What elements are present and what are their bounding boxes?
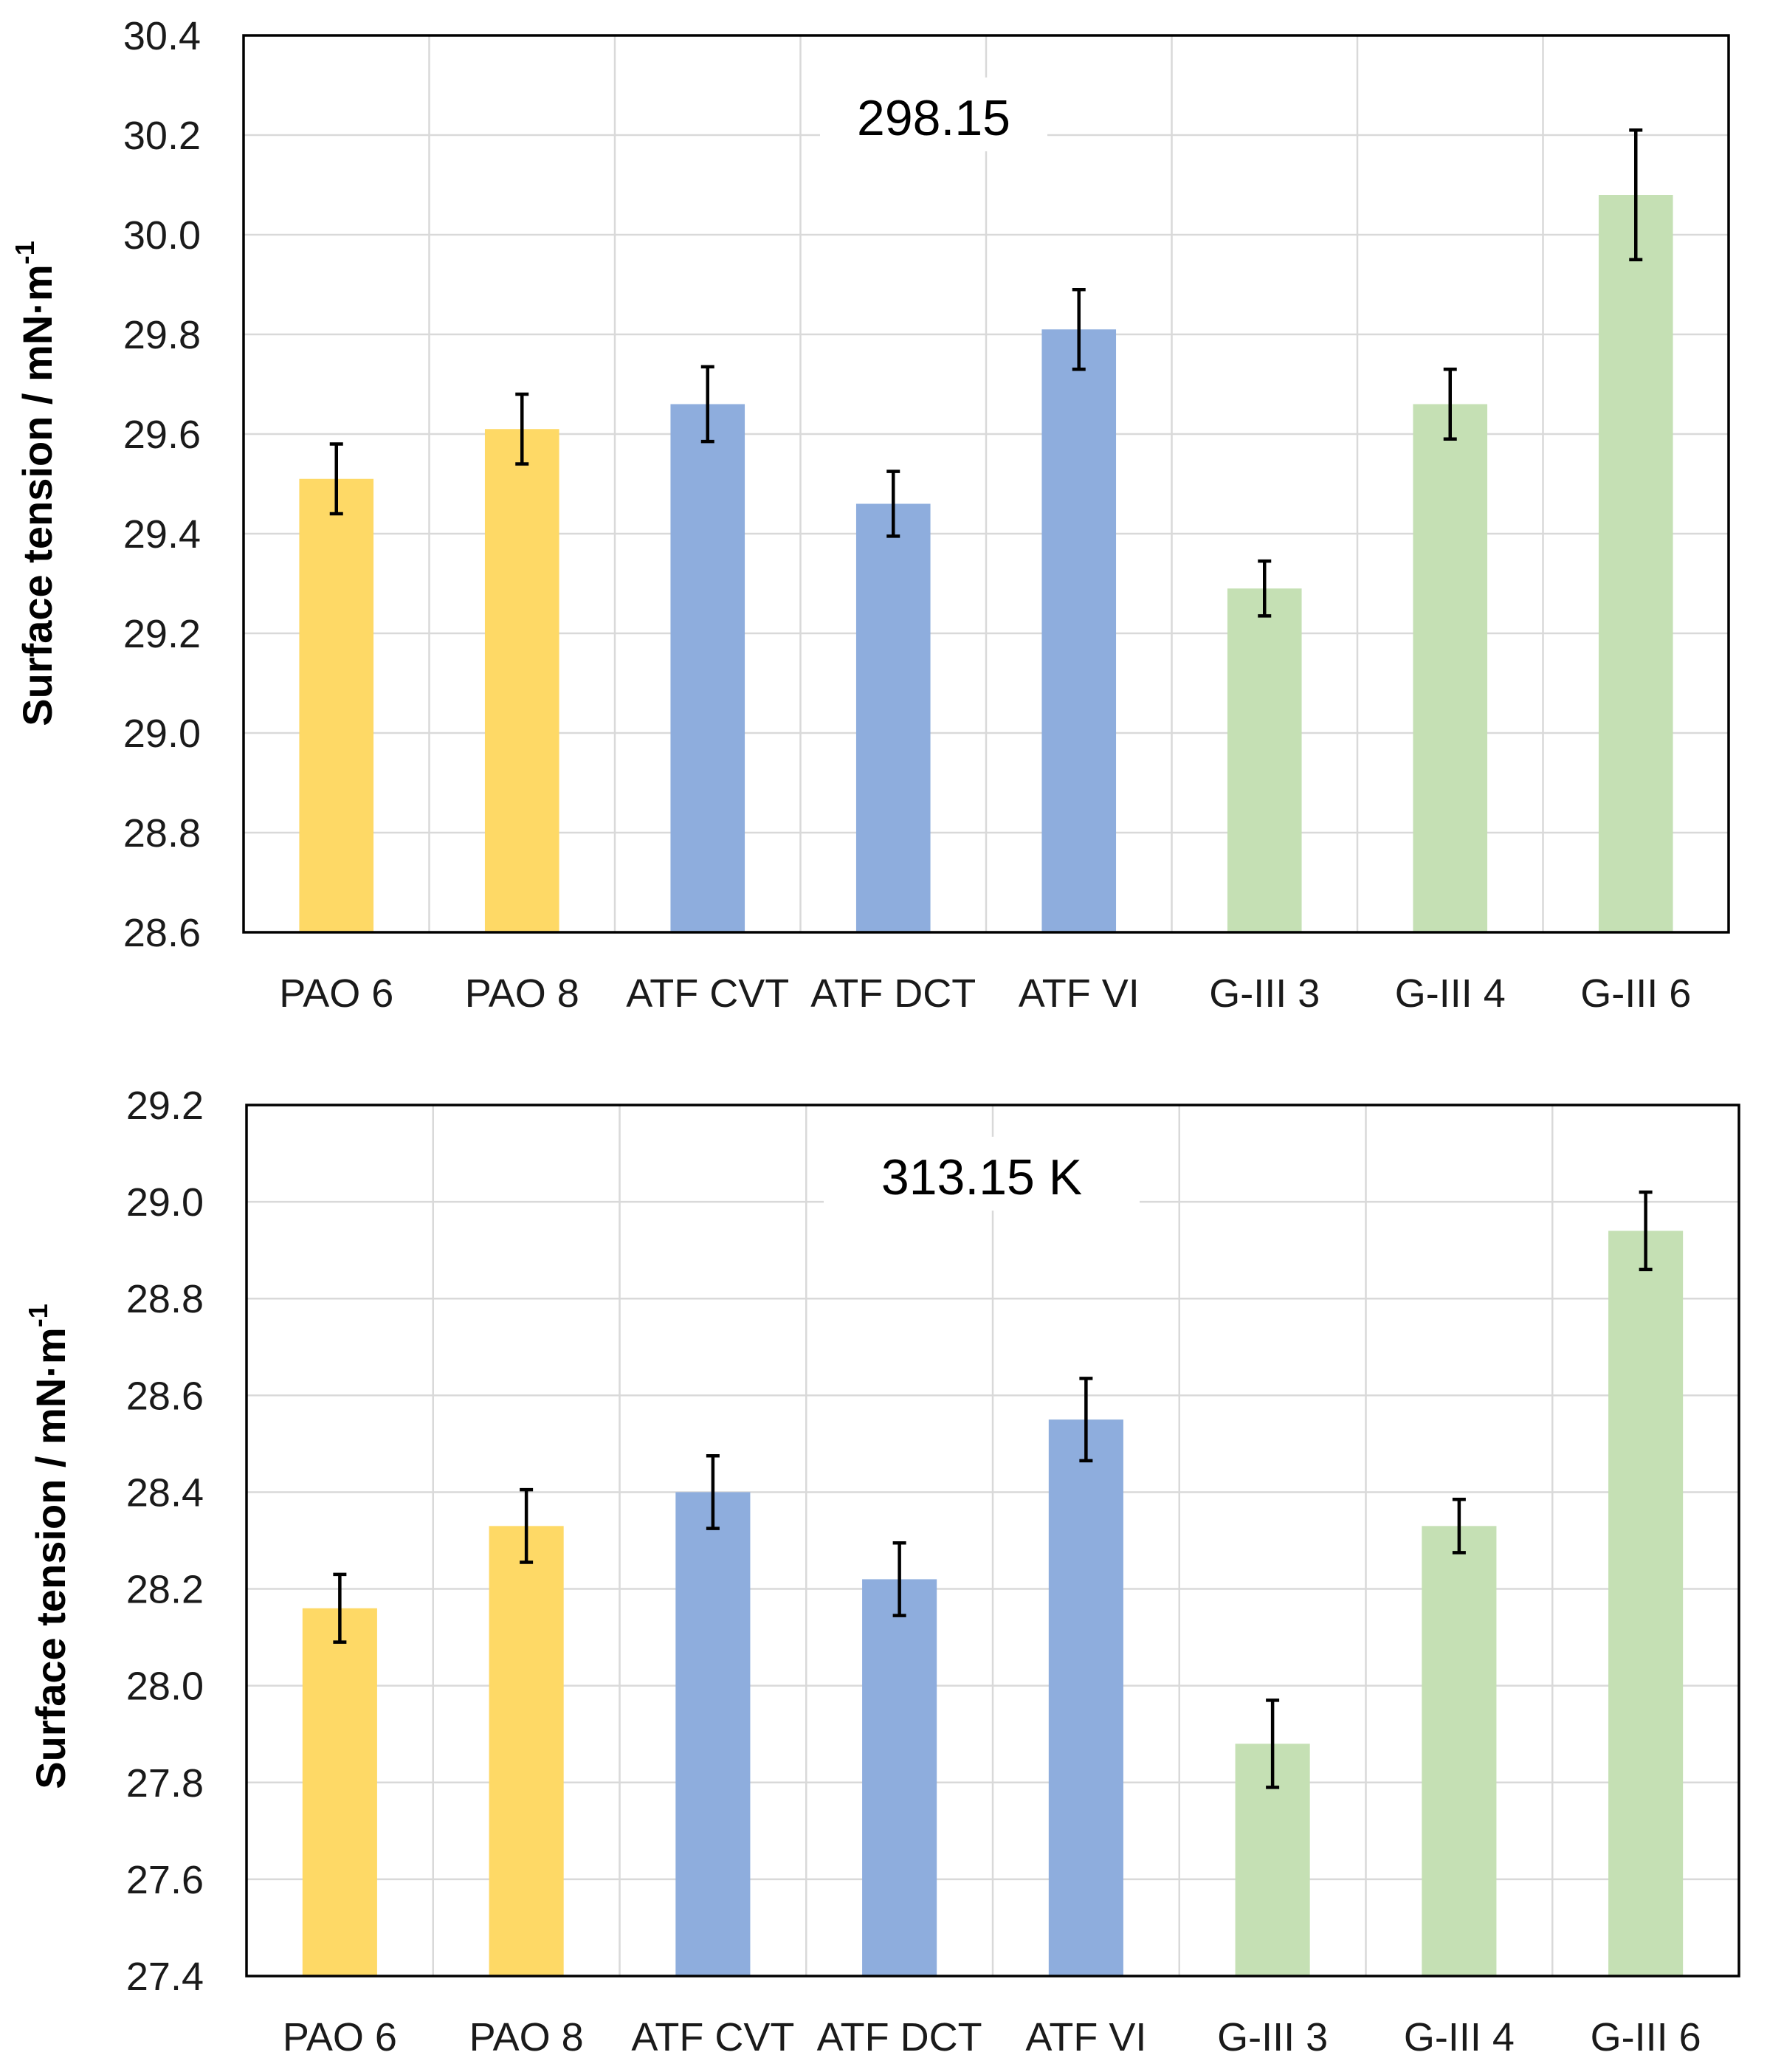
y-tick-label: 30.4 — [123, 14, 201, 58]
y-tick-label: 29.4 — [123, 512, 201, 557]
bar — [1227, 588, 1302, 932]
x-tick-label: G-III 4 — [1404, 2015, 1515, 2059]
y-tick-label: 29.8 — [123, 313, 201, 357]
y-axis-label: Surface tension / mN·m-1 — [23, 1304, 74, 1789]
chart-298-15: 28.6 28.8 29.0 29.2 29.4 29.6 29.8 30.0 30.2 30.4… — [10, 14, 1730, 1016]
x-tick-label: PAO 6 — [283, 2015, 397, 2059]
y-tick-label: 30.0 — [123, 213, 201, 258]
title-background — [820, 78, 1047, 151]
title-background — [824, 1137, 1140, 1211]
y-tick-label: 29.0 — [126, 1180, 204, 1225]
bar — [1041, 329, 1117, 932]
y-tick-label: 28.4 — [126, 1470, 204, 1515]
y-tick-label: 27.6 — [126, 1858, 204, 1902]
y-axis-label-superscript: -1 — [10, 241, 40, 264]
x-tick-label: PAO 8 — [465, 971, 579, 1016]
x-tick-label: G-III 3 — [1209, 971, 1320, 1016]
y-tick-label: 28.8 — [126, 1277, 204, 1321]
bar — [1422, 1526, 1497, 1976]
x-tick-label: PAO 6 — [279, 971, 393, 1016]
y-tick-label: 27.4 — [126, 1955, 204, 1999]
plot-frame — [242, 34, 1730, 934]
bar — [1608, 1231, 1684, 1976]
y-tick-label: 28.8 — [123, 811, 201, 856]
y-tick-label: 28.6 — [126, 1374, 204, 1418]
bar — [299, 478, 374, 932]
bar — [484, 429, 559, 932]
chart-title: 298.15 — [857, 90, 1010, 146]
bar — [862, 1579, 937, 1976]
y-tick-label: 28.6 — [123, 911, 201, 955]
chart-313-15-k: 27.4 27.6 27.8 28.0 28.2 28.4 28.6 28.8 29.0 29.2… — [23, 1084, 1740, 2059]
y-tick-label: 29.2 — [126, 1084, 204, 1128]
x-tick-label: ATF VI — [1025, 2015, 1146, 2059]
y-tick-label: 29.6 — [123, 413, 201, 457]
y-tick-label: 27.8 — [126, 1761, 204, 1806]
y-axis-label: Surface tension / mN·m-1 — [10, 241, 61, 726]
plot-frame — [245, 1104, 1740, 1978]
y-axis-label-text: Surface tension / mN·m — [27, 1327, 74, 1789]
y-tick-label: 29.2 — [123, 612, 201, 656]
bar — [1598, 195, 1673, 932]
y-tick-label: 28.2 — [126, 1568, 204, 1612]
bar — [670, 404, 745, 932]
x-tick-label: G-III 4 — [1395, 971, 1506, 1016]
x-tick-label: ATF DCT — [817, 2015, 982, 2059]
y-tick-label: 29.0 — [123, 712, 201, 756]
bar — [302, 1608, 377, 1976]
bar — [855, 503, 931, 932]
x-tick-label: ATF CVT — [626, 971, 789, 1016]
x-tick-label: PAO 8 — [469, 2015, 584, 2059]
y-axis-label-superscript: -1 — [23, 1304, 53, 1327]
y-tick-label: 30.2 — [123, 114, 201, 158]
x-tick-label: G-III 6 — [1591, 2015, 1701, 2059]
bar — [1048, 1419, 1123, 1976]
x-tick-label: ATF CVT — [631, 2015, 794, 2059]
chart-title: 313.15 K — [881, 1149, 1082, 1205]
x-tick-label: G-III 3 — [1217, 2015, 1328, 2059]
x-tick-label: G-III 6 — [1580, 971, 1691, 1016]
x-tick-label: ATF DCT — [810, 971, 976, 1016]
bar — [489, 1526, 564, 1976]
bar — [1413, 404, 1488, 932]
x-tick-label: ATF VI — [1019, 971, 1140, 1016]
y-tick-label: 28.0 — [126, 1665, 204, 1709]
bar — [675, 1492, 751, 1976]
y-axis-label-text: Surface tension / mN·m — [14, 264, 61, 726]
